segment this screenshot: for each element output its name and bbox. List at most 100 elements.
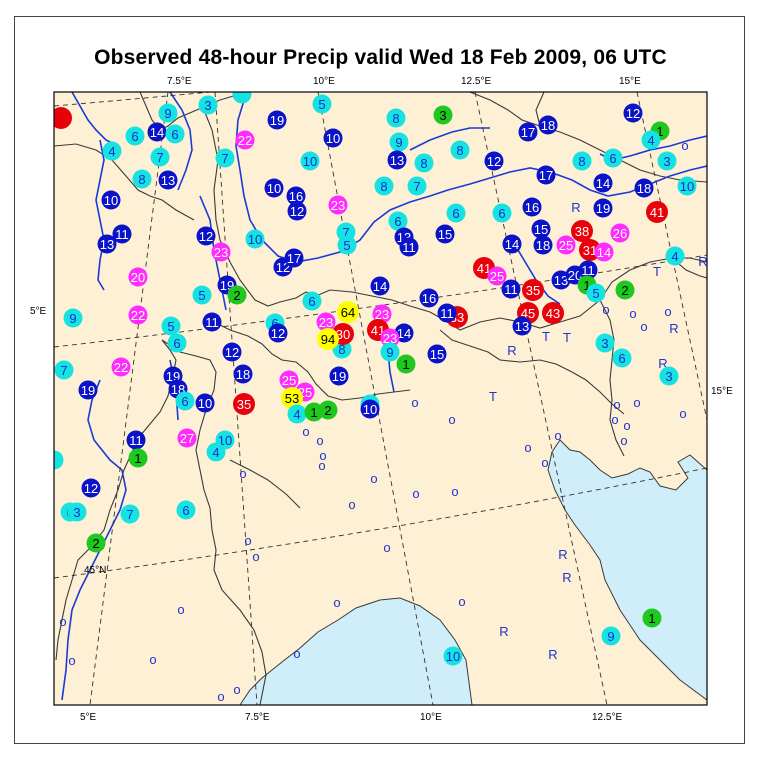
station-marker: 3 xyxy=(433,105,453,125)
station-marker: 9 xyxy=(158,103,178,123)
map-border xyxy=(53,91,708,706)
station-dot-green xyxy=(615,280,635,300)
station-dot-cyan xyxy=(206,442,226,462)
station-symbol-zero: o xyxy=(348,497,355,512)
station-value: 7 xyxy=(126,507,133,522)
station-dot-yellow xyxy=(317,328,339,350)
station-marker: 7 xyxy=(215,148,235,168)
station-value: 8 xyxy=(578,154,585,169)
station-value: 16 xyxy=(525,200,539,215)
station-marker: 14 xyxy=(594,242,614,262)
station-value: 1 xyxy=(402,357,409,372)
station-value: 25 xyxy=(282,373,296,388)
station-symbol-zero: o xyxy=(412,486,419,501)
station-dot-magenta xyxy=(177,428,197,448)
station-value: 30 xyxy=(336,327,350,342)
station-marker: 2 xyxy=(318,400,338,420)
right-label-15e: 15°E xyxy=(711,386,733,397)
station-symbol-zero: o xyxy=(640,319,647,334)
station-dot-blue xyxy=(634,178,654,198)
station-dot-blue xyxy=(623,103,643,123)
station-dot-green xyxy=(396,354,416,374)
station-marker: 6 xyxy=(167,333,187,353)
station-value: 8 xyxy=(456,143,463,158)
station-marker: 6 xyxy=(125,126,145,146)
station-dot-cyan xyxy=(603,148,623,168)
station-dot-yellow xyxy=(281,387,303,409)
station-dot-blue xyxy=(370,276,390,296)
station-value: 2 xyxy=(92,536,99,551)
station-value: 11 xyxy=(115,227,129,242)
station-dot-red xyxy=(522,279,544,301)
station-marker: 6 xyxy=(612,348,632,368)
station-value: 13 xyxy=(161,173,175,188)
top-label-7-5e: 7.5°E xyxy=(167,76,192,87)
station-value: 8 xyxy=(392,111,399,126)
station-dot-cyan xyxy=(312,94,332,114)
station-marker: 6 xyxy=(176,500,196,520)
graticule-labels: 7.5°E 10°E 12.5°E 15°E 5°E 7.5°E 10°E 12… xyxy=(30,76,733,723)
station-dot-magenta xyxy=(556,235,576,255)
station-dot-cyan xyxy=(167,333,187,353)
station-value: 6 xyxy=(173,336,180,351)
top-label-10e: 10°E xyxy=(313,76,335,87)
station-dot-green xyxy=(304,402,324,422)
station-dot-green xyxy=(128,448,148,468)
station-symbol-zero: o xyxy=(679,406,686,421)
station-marker: 2 xyxy=(615,280,635,300)
station-value: 16 xyxy=(422,291,436,306)
station-value: 9 xyxy=(607,629,614,644)
station-value: 3 xyxy=(204,98,211,113)
station-dot-green xyxy=(86,533,106,553)
station-dot-blue xyxy=(329,366,349,386)
station-dot-magenta xyxy=(380,328,400,348)
station-marker: 22 xyxy=(111,357,131,377)
station-marker: 10 xyxy=(245,229,265,249)
station-dot-cyan xyxy=(102,141,122,161)
station-value: 7 xyxy=(413,179,420,194)
station-dot-blue xyxy=(531,219,551,239)
station-marker: 19 xyxy=(329,366,349,386)
station-marker: 11 xyxy=(399,237,419,257)
station-dot-blue xyxy=(195,393,215,413)
station-marker: 13 xyxy=(387,150,407,170)
station-value: 4 xyxy=(671,249,678,264)
station-marker: 10 xyxy=(323,128,343,148)
station-marker: 13 xyxy=(512,316,532,336)
station-marker: 8 xyxy=(450,140,470,160)
station-dot-blue xyxy=(533,235,553,255)
station-value: 15 xyxy=(430,347,444,362)
station-value: 20 xyxy=(131,270,145,285)
station-value: 43 xyxy=(546,306,560,321)
station-dot-cyan xyxy=(198,95,218,115)
station-marker: 14 xyxy=(370,276,390,296)
station-marker: 1 xyxy=(128,448,148,468)
station-dot-blue xyxy=(126,430,146,450)
station-value: 7 xyxy=(342,225,349,240)
station-value: 20 xyxy=(568,268,582,283)
station-dot-blue xyxy=(536,165,556,185)
station-marker: 18 xyxy=(538,115,558,135)
station-dot-cyan xyxy=(443,646,463,666)
station-value: 14 xyxy=(596,176,610,191)
station-value: 10 xyxy=(363,402,377,417)
station-value: 14 xyxy=(150,125,164,140)
station-dot-cyan xyxy=(165,124,185,144)
station-marker: 11 xyxy=(501,279,521,299)
adriatic-sea xyxy=(547,439,707,701)
station-marker: 8 xyxy=(386,108,406,128)
station-dot-cyan xyxy=(450,140,470,160)
station-value: 1 xyxy=(134,451,141,466)
station-value: 9 xyxy=(69,311,76,326)
station-marker: 8 xyxy=(132,169,152,189)
station-dot-red xyxy=(233,393,255,415)
station-value: 38 xyxy=(575,224,589,239)
station-symbol-zero: o xyxy=(318,458,325,473)
station-value: 7 xyxy=(221,151,228,166)
station-dot-red xyxy=(54,107,72,129)
station-dot-magenta xyxy=(279,370,299,390)
station-dot-cyan xyxy=(388,211,408,231)
station-symbol-zero: o xyxy=(293,646,300,661)
station-marker: 4 xyxy=(206,442,226,462)
